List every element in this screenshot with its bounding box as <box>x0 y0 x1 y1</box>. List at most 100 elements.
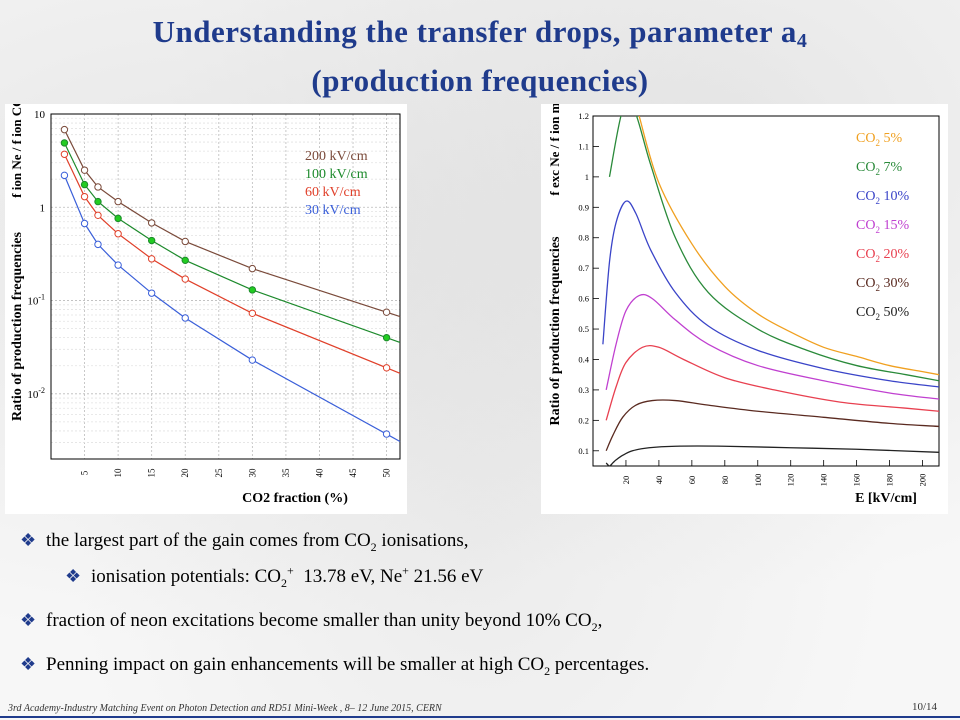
data-point <box>114 230 122 238</box>
data-point <box>114 214 122 223</box>
data-point <box>80 219 89 228</box>
title-line2: (production frequencies) <box>311 63 649 98</box>
x-tick-label: 40 <box>314 468 324 478</box>
y-tick-label: 10-1 <box>27 293 45 308</box>
bullet-2-text: ionisation potentials: CO <box>91 566 281 587</box>
series-line <box>605 344 939 421</box>
bullet-1: ❖ the largest part of the gain comes from… <box>20 528 469 553</box>
series-line <box>605 399 939 452</box>
bullet-2-sub: 2 <box>281 575 287 590</box>
x-axis-label: E [kV/cm] <box>855 491 917 506</box>
x-tick-label: 45 <box>348 468 358 478</box>
data-point <box>94 211 102 220</box>
y-axis-math-label: f ion Ne / f ion CO2 <box>9 104 24 198</box>
data-point <box>382 308 391 316</box>
title-line1: Understanding the transfer drops, parame… <box>152 14 797 49</box>
legend-entry: CO2 7% <box>856 160 902 177</box>
y-tick-label: 0.4 <box>578 354 589 364</box>
data-point <box>94 183 102 191</box>
data-point <box>60 125 69 134</box>
data-point <box>382 430 391 438</box>
y-tick-label: 0.2 <box>578 415 589 425</box>
bullet-4-sub: 2 <box>544 663 551 678</box>
x-tick-label: 180 <box>885 474 895 487</box>
series-line <box>602 200 939 388</box>
y-tick-label: 10-2 <box>27 386 45 401</box>
bullet-2: ❖ ionisation potentials: CO2+ 13.78 eV, N… <box>65 564 483 589</box>
data-point <box>248 309 257 317</box>
data-point <box>181 256 189 265</box>
bullet-3: ❖ fraction of neon excitations become sma… <box>20 608 602 633</box>
data-point <box>248 264 257 273</box>
y-tick-label: 1.2 <box>578 111 589 121</box>
data-point <box>94 197 102 206</box>
y-tick-label: 0.5 <box>578 324 589 334</box>
diamond-bullet-icon: ❖ <box>65 566 82 586</box>
x-tick-label: 40 <box>654 476 664 485</box>
bullet-1-text: the largest part of the gain comes from … <box>46 530 371 551</box>
x-tick-label: 25 <box>214 468 224 478</box>
legend-entry: 200 kV/cm <box>305 149 368 164</box>
x-tick-label: 30 <box>247 468 257 478</box>
legend-entry: CO2 20% <box>856 247 909 264</box>
data-point <box>60 171 69 180</box>
legend-entry: CO2 5% <box>856 131 902 148</box>
data-point <box>382 333 391 342</box>
y-tick-label: 0.1 <box>578 446 589 456</box>
y-tick-label: 0.7 <box>578 263 589 273</box>
data-point <box>94 240 102 249</box>
bullet-3-text: fraction of neon excitations become smal… <box>46 610 592 631</box>
bullet-3-tail: , <box>597 610 603 631</box>
x-tick-label: 35 <box>281 468 291 478</box>
data-point <box>181 237 189 246</box>
x-tick-label: 80 <box>720 476 730 485</box>
plot-frame <box>50 113 401 460</box>
y-axis-math-label: f exc Ne / f ion mix <box>547 104 562 196</box>
footer-divider <box>0 716 960 718</box>
x-tick-label: 140 <box>819 474 829 487</box>
data-point <box>147 219 156 227</box>
data-point <box>382 364 391 372</box>
footer-text: 3rd Academy-Industry Matching Event on P… <box>8 703 442 714</box>
right-chart-panel: 0.1 0.2 0.3 0.4 0.5 0.6 0.7 0.8 0.9 1 1.1 1.2 20 40 60… <box>541 92 948 514</box>
x-tick-label: 5 <box>80 470 90 475</box>
series-line <box>605 293 939 400</box>
data-point <box>147 236 156 245</box>
bullet-2-sup: + <box>287 563 294 578</box>
y-tick-label: 0.8 <box>578 233 589 243</box>
data-point <box>147 289 156 297</box>
data-point <box>114 197 122 206</box>
data-point <box>114 261 122 269</box>
x-tick-label: 50 <box>382 468 392 478</box>
data-point <box>80 180 89 189</box>
bullet-4: ❖ Penning impact on gain enhancements wil… <box>20 652 649 677</box>
slide-title: Understanding the transfer drops, parame… <box>60 12 900 101</box>
x-tick-label: 20 <box>180 468 190 478</box>
x-tick-label: 60 <box>687 476 697 485</box>
y-tick-label: 0.6 <box>578 294 589 304</box>
diamond-bullet-icon: ❖ <box>20 530 37 550</box>
series-line <box>608 116 939 382</box>
bullet-1-sub: 2 <box>370 539 377 554</box>
data-point <box>248 286 257 294</box>
legend-entry: 60 kV/cm <box>305 185 361 200</box>
diamond-bullet-icon: ❖ <box>20 654 37 674</box>
bullet-2-sup2: + <box>402 563 409 578</box>
data-point <box>248 356 257 364</box>
series-line <box>638 116 939 376</box>
x-tick-label: 15 <box>147 468 157 478</box>
x-axis-label: CO2 fraction (%) <box>242 491 348 506</box>
bullet-3-sub: 2 <box>591 619 598 634</box>
legend-entry: CO2 10% <box>856 189 909 206</box>
x-tick-label: 160 <box>852 474 862 487</box>
bullet-2-tail: 21.56 eV <box>408 566 484 587</box>
legend-entry: CO2 50% <box>856 305 909 322</box>
title-subscript: 4 <box>796 30 808 52</box>
page-number: 10/14 <box>912 701 938 713</box>
y-tick-label: 1 <box>40 202 46 214</box>
data-point <box>181 314 189 322</box>
diamond-bullet-icon: ❖ <box>20 610 37 630</box>
co2-fraction-chart: 5 10 15 20 25 30 35 40 45 50 10 1 10-1 10-2 200 kV/cm 1… <box>9 90 401 506</box>
x-tick-label: 200 <box>918 474 928 487</box>
bullet-4-text: Penning impact on gain enhancements will… <box>46 654 545 675</box>
